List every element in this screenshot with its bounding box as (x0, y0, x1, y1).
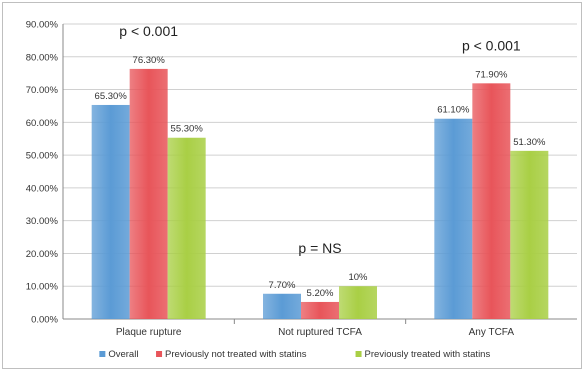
p-value-annotation: p < 0.001 (119, 23, 178, 39)
p-value-annotation: p < 0.001 (462, 37, 521, 53)
y-tick-label: 10.00% (26, 282, 59, 293)
y-tick-label: 80.00% (26, 52, 59, 63)
y-tick-label: 90.00% (26, 20, 59, 31)
bar-previously-treated-with-statins (167, 137, 206, 319)
y-tick-label: 30.00% (26, 216, 59, 227)
data-label: 55.30% (171, 124, 204, 135)
y-tick-label: 50.00% (26, 151, 59, 162)
data-label: 65.30% (95, 91, 128, 102)
legend-label: Previously not treated with statins (165, 349, 307, 360)
x-tick-label: Not ruptured TCFA (278, 327, 362, 338)
bar-overall (263, 293, 301, 319)
y-tick-label: 70.00% (26, 85, 59, 96)
data-label: 7.70% (269, 280, 296, 291)
data-label: 51.30% (513, 137, 546, 148)
bar-overall (91, 104, 130, 319)
data-label: 10% (348, 272, 368, 283)
legend-swatch (156, 351, 163, 357)
chart-container: 0.00% 10.00% 20.00% 30.00% 40.00% 50.00% 60.00… (2, 2, 582, 369)
y-tick-label: 20.00% (26, 249, 59, 260)
bar-previously-not-treated-with-statins (129, 68, 168, 320)
bar-previously-not-treated-with-statins (301, 301, 339, 319)
legend-label: Overall (108, 349, 138, 360)
x-tick-label: Plaque rupture (116, 327, 182, 338)
bar-previously-not-treated-with-statins (472, 83, 511, 319)
bar-previously-treated-with-statins (510, 150, 549, 319)
y-tick-label: 40.00% (26, 183, 59, 194)
bar-previously-treated-with-statins (339, 286, 377, 319)
y-tick-label: 60.00% (26, 118, 59, 129)
data-label: 76.30% (133, 55, 166, 66)
x-tick-label: Any TCFA (469, 327, 515, 338)
legend-swatch (355, 351, 362, 357)
legend-swatch (99, 351, 106, 357)
data-label: 71.90% (475, 69, 508, 80)
data-label: 5.20% (307, 288, 334, 299)
p-value-annotation: p = NS (298, 240, 341, 256)
y-tick-label: 0.00% (31, 315, 58, 326)
legend-label: Previously treated with statins (365, 349, 491, 360)
bar-overall (434, 118, 473, 319)
bar-chart: 0.00% 10.00% 20.00% 30.00% 40.00% 50.00% 60.00… (26, 20, 577, 360)
data-label: 61.10% (437, 105, 470, 116)
